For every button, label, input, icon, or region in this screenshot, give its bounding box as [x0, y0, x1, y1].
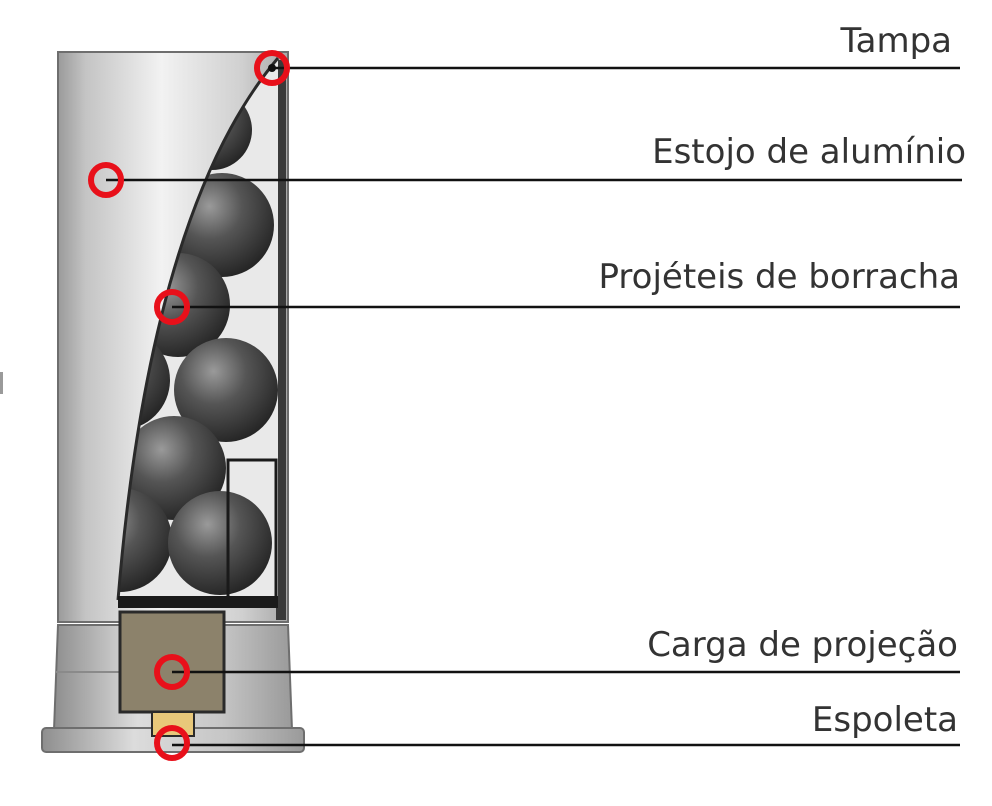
tampa-marker: [254, 50, 290, 86]
edge-tick: [0, 372, 3, 394]
propellant-charge: [118, 610, 226, 714]
espoleta-marker: [154, 725, 190, 761]
label-estojo: Estojo de alumínio: [652, 132, 966, 172]
projeteis-marker: [154, 289, 190, 325]
label-projeteis: Projéteis de borracha: [599, 257, 960, 297]
label-espoleta: Espoleta: [812, 700, 958, 740]
carga-marker: [154, 654, 190, 690]
estojo-marker: [88, 162, 124, 198]
label-carga: Carga de projeção: [647, 625, 958, 665]
label-tampa: Tampa: [839, 21, 952, 61]
